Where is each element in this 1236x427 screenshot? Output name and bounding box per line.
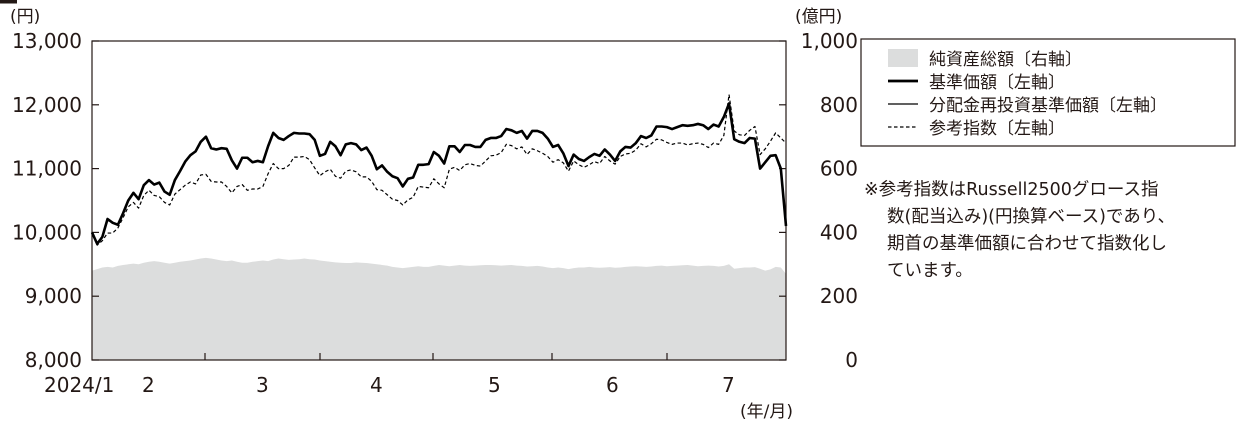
- legend-label-net-assets: 純資産総額〔右軸〕: [929, 50, 1082, 70]
- right-tick-label-3: 600: [820, 157, 858, 181]
- right-tick-label-2: 400: [820, 220, 858, 244]
- x-axis-unit: (年/月): [740, 402, 793, 422]
- net-assets-area-layer: [92, 257, 786, 360]
- footnote-line-2: 数(配当込み)(円換算ベース)であり、: [887, 207, 1175, 227]
- legend-box: [860, 38, 1236, 147]
- right-tick-label-1: 200: [820, 284, 858, 308]
- x-tick-label-1: 2: [142, 373, 155, 397]
- footnote-line-4: ています。: [887, 261, 973, 281]
- footnote: ※参考指数はRussell2500グロース指 数(配当込み)(円換算ベース)であ…: [864, 180, 1175, 281]
- legend-label-reinvested-nav: 分配金再投資基準価額〔左軸〕: [929, 96, 1167, 116]
- left-tick-label-4: 12,000: [12, 93, 82, 117]
- plot-frame-layer: [91, 40, 787, 361]
- legend-label-nav: 基準価額〔左軸〕: [929, 73, 1065, 93]
- x-tick-label-6: 7: [722, 373, 735, 397]
- x-tick-label-5: 6: [606, 373, 619, 397]
- legend: 純資産総額〔右軸〕 基準価額〔左軸〕 分配金再投資基準価額〔左軸〕 参考指数〔左…: [860, 38, 1236, 147]
- series-3-area: [92, 257, 786, 360]
- right-axis-unit: (億円): [795, 7, 842, 27]
- right-tick-label-4: 800: [820, 93, 858, 117]
- left-tick-label-2: 10,000: [12, 220, 82, 244]
- legend-label-reference-index: 参考指数〔左軸〕: [929, 119, 1065, 139]
- right-tick-label-5: 1,000: [801, 29, 858, 53]
- footnote-line-1: ※参考指数はRussell2500グロース指: [864, 180, 1159, 200]
- series-0-line: [90, 102, 788, 246]
- left-tick-label-5: 13,000: [12, 29, 82, 53]
- series-2-line: [91, 93, 787, 246]
- left-tick-label-1: 9,000: [25, 284, 82, 308]
- footnote-line-3: 期首の基準価額に合わせて指数化し: [887, 234, 1167, 254]
- x-tick-label-0: 2024/1: [44, 373, 114, 397]
- plot-frame: [91, 40, 787, 361]
- axis-label-layer: 8,000 9,000 10,000 11,000 12,000 13,000 0 200 40…: [10, 7, 858, 422]
- right-tick-label-0: 0: [845, 348, 858, 372]
- series-line-layer: [90, 93, 788, 246]
- x-tick-label-3: 4: [370, 373, 383, 397]
- x-tick-label-4: 5: [488, 373, 501, 397]
- left-tick-label-0: 8,000: [25, 348, 82, 372]
- legend-swatch-net-assets: [888, 49, 918, 67]
- left-axis-unit: (円): [10, 7, 40, 27]
- left-tick-label-3: 11,000: [12, 157, 82, 181]
- x-tick-label-2: 3: [256, 373, 269, 397]
- corner-marker: [0, 0, 17, 4]
